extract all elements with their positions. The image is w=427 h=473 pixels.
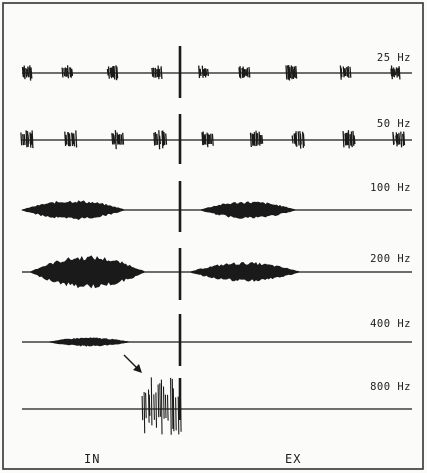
phase-label-ex: EX bbox=[285, 452, 302, 466]
burst-25hz-6 bbox=[238, 66, 251, 79]
burst-25hz-8 bbox=[339, 65, 352, 80]
freq-label-25hz: 25 Hz bbox=[376, 52, 411, 64]
burst-50hz-4 bbox=[153, 130, 168, 150]
traces-layer bbox=[20, 46, 412, 435]
envelope-200hz-ex bbox=[189, 261, 301, 282]
freq-label-200hz: 200 Hz bbox=[370, 253, 411, 265]
burst-25hz-7 bbox=[285, 65, 298, 81]
burst-50hz-8 bbox=[342, 130, 356, 149]
burst-50hz-1 bbox=[20, 130, 34, 149]
burst-50hz-6 bbox=[249, 130, 264, 148]
envelope-100hz-ex bbox=[198, 201, 297, 219]
envelope-400hz-in bbox=[47, 337, 131, 347]
burst-50hz-3 bbox=[111, 130, 125, 150]
burst-25hz-1 bbox=[21, 65, 33, 81]
envelope-200hz-in bbox=[29, 255, 146, 289]
burst-50hz-5 bbox=[201, 131, 214, 148]
freq-label-100hz: 100 Hz bbox=[370, 182, 411, 194]
figure-border bbox=[2, 2, 424, 470]
arrow-icon bbox=[123, 354, 142, 373]
burst-50hz-2 bbox=[64, 130, 78, 148]
burst-25hz-5 bbox=[198, 65, 210, 79]
burst-25hz-4 bbox=[151, 65, 163, 80]
burst-50hz-7 bbox=[291, 131, 305, 149]
burst-25hz-3 bbox=[106, 65, 119, 81]
freq-label-50hz: 50 Hz bbox=[376, 118, 411, 130]
freq-label-400hz: 400 Hz bbox=[370, 318, 411, 330]
burst-50hz-9 bbox=[392, 131, 406, 148]
burst-25hz-2 bbox=[61, 65, 74, 79]
burst-25hz-9 bbox=[390, 65, 401, 80]
spikes-800hz bbox=[141, 377, 182, 435]
freq-label-800hz: 800 Hz bbox=[370, 381, 411, 393]
envelope-100hz-in bbox=[21, 200, 126, 220]
phase-label-in: IN bbox=[84, 452, 101, 466]
